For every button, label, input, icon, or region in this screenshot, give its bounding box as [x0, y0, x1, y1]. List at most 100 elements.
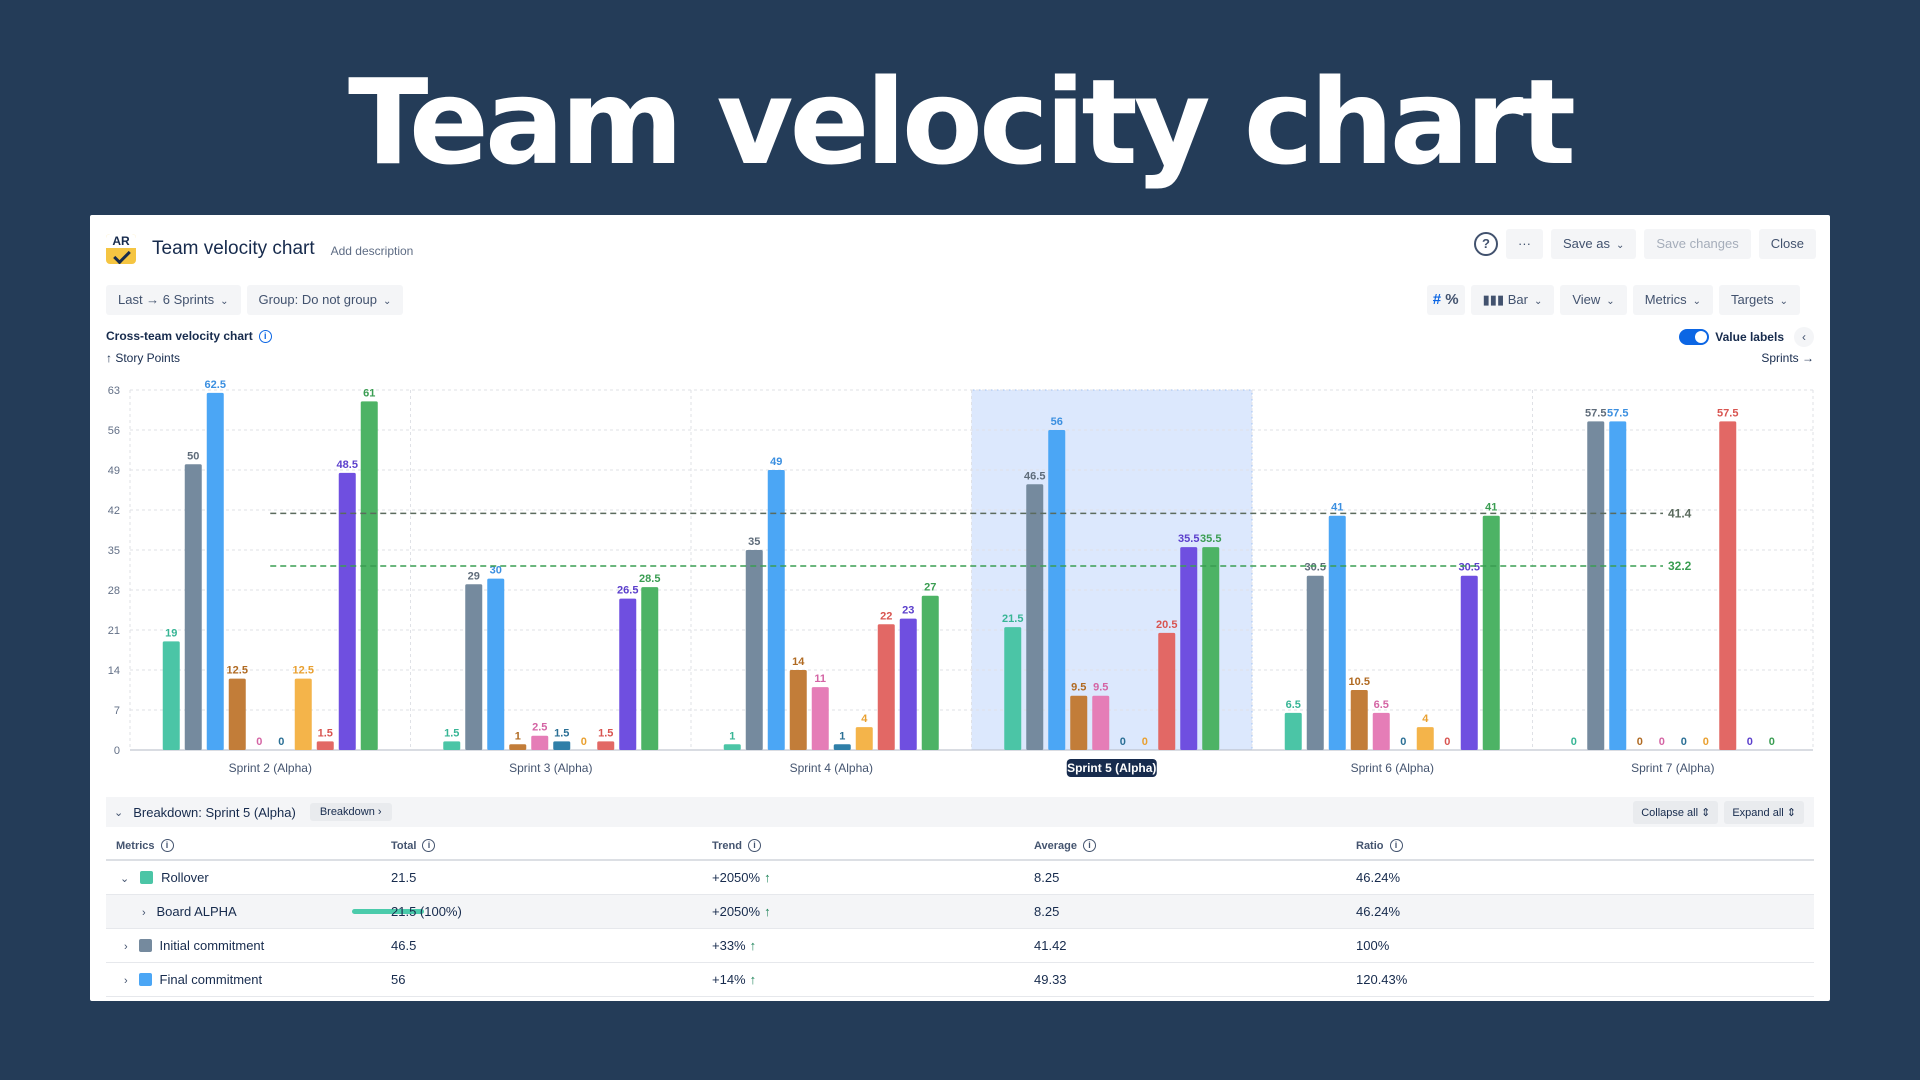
- x-tick-label: Sprint 6 (Alpha): [1351, 761, 1434, 775]
- table-row-initial-commitment[interactable]: › Initial commitment 46.5 +33% ↑ 41.42 10…: [106, 929, 1814, 963]
- bar-value-label: 35.5: [1178, 533, 1199, 545]
- bar-value-label: 9.5: [1093, 682, 1108, 694]
- metrics-dropdown[interactable]: Metrics ⌄: [1632, 285, 1713, 315]
- chevron-right-icon[interactable]: ›: [142, 907, 146, 919]
- y-tick-label: 28: [108, 585, 120, 597]
- breakdown-title: Breakdown: Sprint 5 (Alpha): [133, 804, 296, 820]
- hash-toggle[interactable]: # %: [1426, 285, 1465, 315]
- percent-icon: %: [1445, 291, 1459, 308]
- bar: [228, 678, 246, 750]
- view-toolbar: # % ▮▮▮ Bar ⌄ View ⌄ Metrics ⌄ Targets ⌄: [1426, 285, 1800, 315]
- table-row-final-commitment[interactable]: › Final commitment 56 +14% ↑ 49.33 120.43…: [106, 963, 1814, 997]
- bar-value-label: 14: [792, 656, 805, 668]
- help-icon[interactable]: ?: [1473, 232, 1498, 256]
- chevron-down-icon[interactable]: ⌄: [120, 873, 130, 885]
- bar-value-label: 20.5: [1156, 619, 1177, 631]
- bar: [1004, 627, 1022, 750]
- chevron-right-icon[interactable]: ›: [124, 941, 128, 953]
- bar: [745, 550, 763, 750]
- targets-label: Targets: [1730, 292, 1774, 307]
- chevron-down-icon: ⌄: [383, 296, 392, 307]
- bar: [465, 584, 483, 750]
- report-title[interactable]: Team velocity chart: [152, 238, 315, 259]
- bar-value-label: 1.5: [444, 727, 459, 739]
- bar: [487, 578, 505, 750]
- hero-title: Team velocity chart: [348, 53, 1576, 191]
- y-tick-label: 14: [108, 665, 120, 677]
- bar-value-label: 6.5: [1286, 699, 1301, 711]
- info-icon[interactable]: i: [1083, 839, 1097, 852]
- chevron-left-icon[interactable]: ‹: [1794, 327, 1814, 347]
- save-as-label: Save as: [1562, 236, 1610, 251]
- bar: [443, 741, 461, 750]
- bar-value-label: 1: [729, 730, 735, 742]
- bar: [619, 598, 637, 750]
- average-column-header: Average i: [1034, 833, 1097, 859]
- bar: [294, 678, 312, 750]
- bar-value-label: 57.5: [1717, 407, 1738, 419]
- metrics-header-text: Metrics: [116, 840, 155, 852]
- bar-value-label: 0: [256, 736, 262, 748]
- chevron-down-icon[interactable]: ⌄: [114, 806, 124, 819]
- bar: [1460, 575, 1478, 750]
- bar-value-label: 29: [468, 570, 480, 582]
- bar: [1609, 421, 1627, 750]
- chart-type-dropdown[interactable]: ▮▮▮ Bar ⌄: [1470, 285, 1555, 315]
- bar-value-label: 62.5: [205, 379, 226, 391]
- row-label: › Final commitment: [124, 963, 262, 998]
- bar-value-label: 19: [165, 627, 177, 639]
- average-cell: 8.25: [1034, 904, 1060, 919]
- expand-all-label: Expand all: [1732, 807, 1784, 819]
- bar-value-label: 0: [1747, 736, 1753, 748]
- bar-value-label: 22: [880, 610, 892, 622]
- y-tick-label: 42: [108, 505, 120, 517]
- targets-dropdown[interactable]: Targets ⌄: [1718, 285, 1800, 315]
- ratio-cell: 120.43%: [1356, 972, 1408, 987]
- y-axis-label: ↑ Story Points: [106, 351, 181, 365]
- total-column-header: Total i: [391, 833, 436, 859]
- info-icon[interactable]: i: [1389, 839, 1403, 852]
- group-dropdown[interactable]: Group: Do not group ⌄: [246, 285, 404, 315]
- metric-name: Rollover: [161, 870, 209, 885]
- trend-header-text: Trend: [712, 840, 742, 852]
- view-dropdown[interactable]: View ⌄: [1560, 285, 1627, 315]
- table-row-board-alpha[interactable]: › Board ALPHA 21.5 (100%) +2050% ↑ 8.25 4…: [106, 895, 1814, 929]
- ratio-cell: 46.24%: [1356, 870, 1401, 885]
- breakdown-button[interactable]: Breakdown ›: [309, 803, 392, 821]
- arrow-up-icon: ↑: [764, 904, 771, 919]
- table-row-rollover[interactable]: ⌄ Rollover 21.5 +2050% ↑ 8.25 46.24%: [106, 861, 1814, 895]
- bar: [899, 618, 917, 750]
- bar-value-label: 41: [1485, 502, 1497, 514]
- save-as-button[interactable]: Save as ⌄: [1550, 229, 1637, 259]
- bar-value-label: 28.5: [639, 573, 660, 585]
- more-button[interactable]: ···: [1505, 229, 1543, 259]
- bar-value-label: 0: [1571, 736, 1577, 748]
- bar-value-label: 35.5: [1200, 533, 1221, 545]
- toggle-switch[interactable]: [1679, 329, 1710, 345]
- info-icon[interactable]: i: [258, 330, 272, 343]
- arrow-up-icon: ↑: [749, 938, 757, 953]
- info-icon[interactable]: i: [422, 839, 436, 852]
- metric-name: Board ALPHA: [156, 904, 237, 919]
- bar-value-label: 4: [861, 713, 868, 725]
- bar-value-label: 21.5: [1002, 613, 1023, 625]
- info-icon[interactable]: i: [747, 839, 761, 852]
- expand-all-button[interactable]: Expand all ⇕: [1724, 801, 1804, 824]
- info-icon[interactable]: i: [160, 839, 174, 852]
- bar: [1328, 515, 1346, 750]
- chevron-right-icon[interactable]: ›: [124, 975, 128, 987]
- bar-value-label: 1.5: [598, 727, 613, 739]
- save-changes-button[interactable]: Save changes: [1644, 229, 1751, 259]
- close-button[interactable]: Close: [1758, 229, 1816, 259]
- trend-cell: +2050% ↑: [712, 895, 771, 928]
- add-description-link[interactable]: Add description: [330, 244, 414, 258]
- bar: [509, 744, 527, 750]
- collapse-all-button[interactable]: Collapse all ⇕: [1633, 801, 1719, 824]
- ratio-cell: 100%: [1356, 938, 1390, 953]
- value-labels-toggle[interactable]: Value labels: [1679, 329, 1784, 345]
- sprint-range-dropdown[interactable]: Last → 6 Sprints ⌄: [106, 285, 241, 315]
- ratio-cell: 46.24%: [1356, 904, 1401, 919]
- selected-sprint-pill: [1066, 759, 1157, 777]
- chevron-down-icon: ⌄: [1533, 296, 1543, 307]
- group-label: Group: Do not group: [258, 292, 378, 307]
